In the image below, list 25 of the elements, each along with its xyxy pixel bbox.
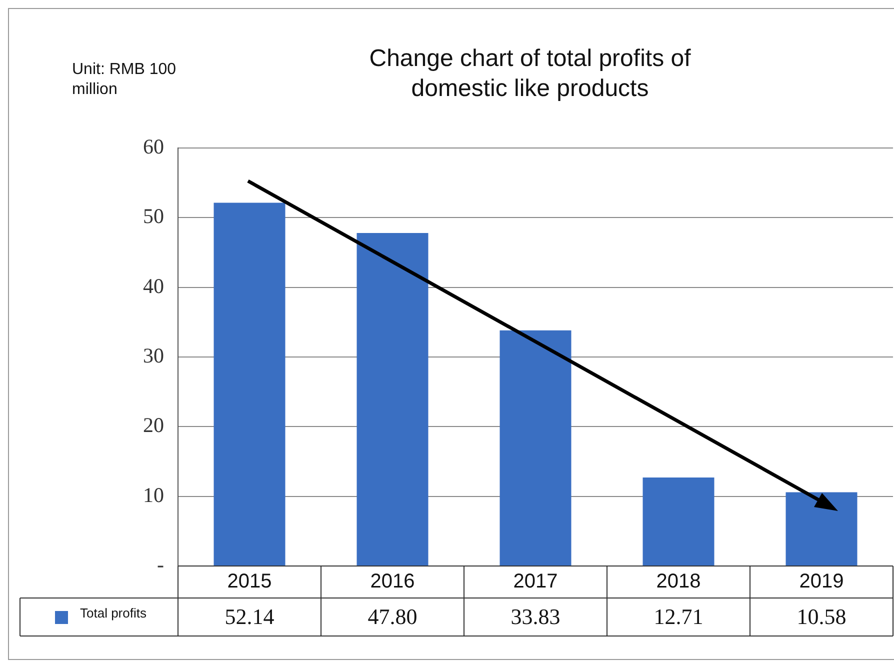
data-label: 33.83 xyxy=(510,604,560,629)
y-tick-label: 30 xyxy=(143,344,164,368)
y-axis-title: Unit: RMB 100 million xyxy=(72,60,178,100)
data-label: 52.14 xyxy=(224,604,274,629)
bar xyxy=(356,232,428,566)
x-tick-label: 2018 xyxy=(656,570,701,593)
bar xyxy=(642,477,714,566)
y-tick-label: 60 xyxy=(143,134,164,159)
chart-title: Change chart of total profits of domestic like products xyxy=(368,44,692,104)
data-label: 12.71 xyxy=(654,604,704,629)
bar xyxy=(214,202,286,566)
x-tick-label: 2017 xyxy=(513,570,558,593)
legend-label: Total profits xyxy=(80,606,147,621)
bar xyxy=(786,492,858,566)
x-tick-label: 2015 xyxy=(227,570,272,593)
y-tick-label: 20 xyxy=(143,413,164,438)
y-tick-label: 40 xyxy=(143,274,164,298)
x-tick-label: 2016 xyxy=(370,570,415,593)
bar xyxy=(500,330,572,566)
y-tick-label: - xyxy=(157,552,164,577)
x-tick-label: 2019 xyxy=(799,570,844,593)
data-label: 10.58 xyxy=(796,604,846,629)
y-tick-label: 10 xyxy=(143,482,164,507)
y-tick-label: 50 xyxy=(143,204,164,228)
data-label: 47.80 xyxy=(368,604,418,629)
